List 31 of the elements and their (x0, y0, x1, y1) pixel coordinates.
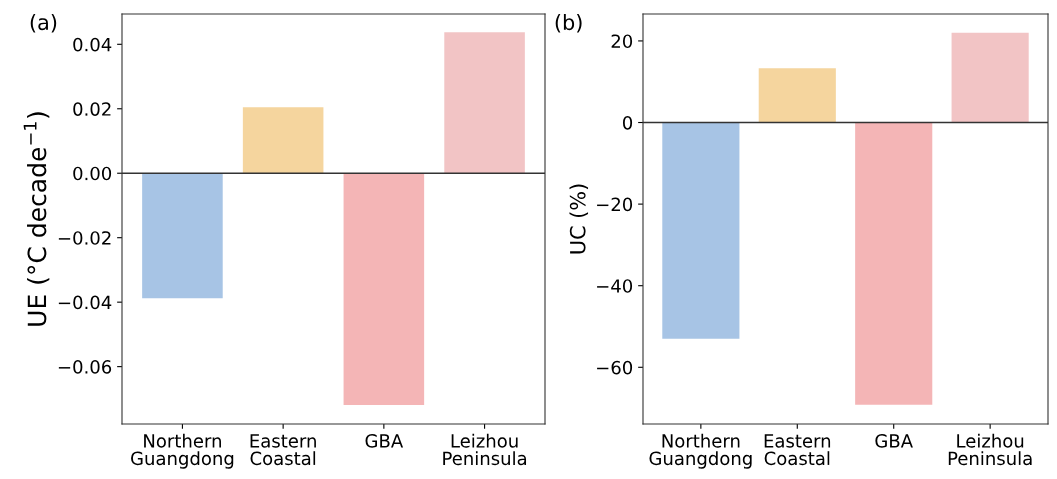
x-tick-label: Leizhou Peninsula (948, 433, 1032, 466)
bar (242, 107, 324, 174)
y-tick-label: −0.02 (58, 231, 111, 245)
bar (343, 173, 425, 405)
y-tick-label: 0.02 (73, 102, 111, 116)
x-tick-label: GBA (365, 434, 404, 448)
bar (142, 173, 223, 299)
y-tick-label: 0.04 (73, 37, 112, 52)
bar (855, 122, 933, 405)
y-tick-label: 20 (611, 34, 633, 49)
bar (662, 122, 740, 339)
x-tick-label: Leizhou Peninsula (443, 433, 527, 466)
x-tick-label: Eastern Coastal (764, 434, 831, 466)
y-tick-label: −0.06 (58, 360, 112, 374)
x-tick-label: GBA (875, 434, 913, 448)
y-tick-label: 0 (622, 115, 633, 130)
bar (758, 68, 836, 123)
x-tick-label: Eastern Coastal (250, 434, 316, 466)
y-axis-title: UE (°C decade$^{−1}$) (23, 112, 50, 326)
text: (a) (30, 14, 57, 33)
x-tick-label: Northern Guangdong (131, 433, 234, 469)
bar (951, 32, 1029, 123)
y-tick-label: 0.00 (73, 166, 112, 181)
x-tick-label: Northern Guangdong (649, 433, 752, 469)
y-tick-label: −40 (597, 279, 633, 293)
y-axis-title: UC (%) (569, 184, 589, 254)
y-tick-label: −60 (597, 360, 633, 375)
text: (b) (555, 14, 582, 33)
y-tick-label: −0.04 (58, 295, 112, 310)
bar (444, 32, 525, 174)
y-tick-label: −20 (597, 197, 633, 212)
